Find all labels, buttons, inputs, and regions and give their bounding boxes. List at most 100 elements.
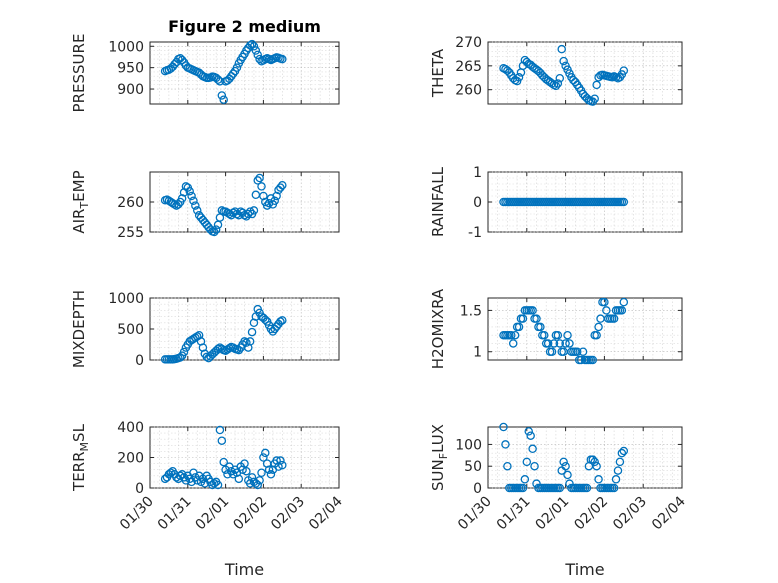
data-point [594,475,603,484]
data-point [257,468,266,477]
data-point [543,339,553,348]
data-point [177,55,187,65]
x-axis-label: Time [564,560,604,579]
data-point [555,339,565,348]
data-point [179,347,189,357]
data-series [160,39,287,104]
data-point [526,431,535,440]
y-tick-label: 500 [117,322,144,338]
data-point [192,476,202,485]
data-point [592,80,601,90]
data-point [532,314,541,323]
data-point [191,201,200,210]
data-point [242,338,251,347]
data-point [177,194,187,203]
data-point [247,39,257,49]
data-point [251,46,261,55]
data-point [245,207,255,216]
data-point [213,480,223,490]
data-point [600,297,609,307]
data-point [592,330,601,340]
data-point [278,54,287,64]
data-point [210,479,219,488]
y-tick-label: 270 [455,35,482,51]
y-tick-label: 260 [117,195,144,211]
data-series [160,425,287,490]
data-point [528,306,537,315]
data-point [213,75,223,84]
y-axis-label: MIXDEPTH [70,290,88,368]
x-tick-label: 02/03 [610,494,650,534]
subplot-2: 260 265 270 THETA [429,35,683,106]
data-point [247,327,257,337]
x-tick-label: 01/31 [155,494,195,534]
data-point [253,480,262,490]
y-tick-label: 255 [117,225,144,241]
data-point [240,459,249,468]
data-point [615,457,625,467]
x-axis-label: Time [224,560,264,579]
data-point [499,422,508,432]
data-point [219,457,228,467]
data-point [185,186,194,196]
data-point [563,470,572,480]
data-point [259,453,268,462]
y-tick-label: 0 [473,195,482,211]
x-tick-label: 01/30 [117,494,157,534]
y-tick-label: 50 [464,459,482,475]
subplot-5: 0 500 1000 MIXDEPTH [70,290,340,369]
subplot-1: 900 950 1000 PRESSURE Figure 2 medium [70,17,340,112]
data-point [166,468,176,477]
data-point [530,461,539,471]
data-point [245,337,255,346]
data-point [276,183,285,192]
data-point [524,427,533,436]
data-series [499,197,629,207]
data-point [253,176,262,185]
data-point [249,42,259,51]
data-point [565,339,574,348]
data-point [619,297,629,307]
data-point [514,73,524,82]
y-tick-label: 1 [473,345,482,361]
data-point [590,94,599,104]
x-tick-label: 02/04 [649,493,689,533]
data-point [553,79,563,88]
y-tick-label: 100 [455,437,482,453]
data-point [266,470,276,479]
y-tick-label: 950 [117,61,144,77]
data-point [609,483,619,493]
y-axis-label: RAINFALL [429,166,447,237]
y-tick-label: -1 [468,225,482,241]
data-point [619,197,629,207]
y-axis-label: THETA [429,48,447,98]
x-tick-label: 02/01 [193,494,233,534]
data-point [609,314,619,323]
data-point [547,347,557,356]
data-point [559,457,568,467]
data-point [278,316,287,325]
data-point [232,63,242,72]
data-point [255,476,264,485]
data-point [555,73,565,83]
data-point [510,330,520,340]
data-point [613,466,623,475]
data-point [257,182,266,191]
data-point [187,191,196,201]
y-tick-label: 265 [455,59,482,75]
y-axis-label: SUNFLUX [429,424,450,491]
y-tick-label: 1000 [108,291,144,307]
data-point [572,347,582,356]
data-point [549,339,559,348]
data-point [588,455,598,464]
data-point [278,180,287,190]
data-point [557,44,566,54]
data-point [561,339,570,348]
x-tick-label: 02/02 [571,494,611,534]
y-tick-label: 0 [135,481,144,497]
data-point [503,461,512,471]
data-point [228,69,238,78]
plot-area [149,41,340,105]
